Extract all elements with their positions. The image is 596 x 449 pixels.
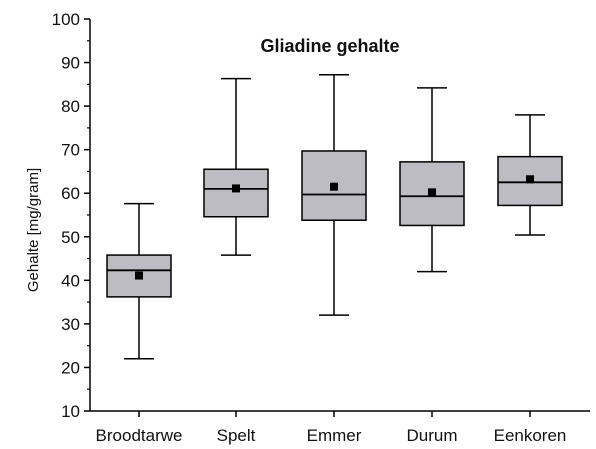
x-tick-label-eenkoren: Eenkoren	[494, 426, 567, 445]
x-tick-label-emmer: Emmer	[307, 426, 362, 445]
x-tick-label-spelt: Spelt	[217, 426, 256, 445]
y-tick-label-10: 10	[61, 402, 80, 421]
x-tick-label-durum: Durum	[406, 426, 457, 445]
mean-marker-spelt	[232, 184, 240, 193]
y-axis-title: Gehalte [mg/gram]	[25, 168, 42, 292]
box-spelt	[203, 168, 269, 218]
x-tick-label-broodtarwe: Broodtarwe	[96, 426, 183, 445]
y-tick-label-30: 30	[61, 315, 80, 334]
axes: 10 20 30 40 50 60 70 80 90 100 Broodtarwe Spelt Emme…	[52, 10, 590, 445]
chart-title: Gliadine gehalte	[260, 36, 399, 56]
y-tick-label-20: 20	[61, 358, 80, 377]
mean-marker-eenkoren	[526, 175, 534, 184]
box-eenkoren	[497, 155, 563, 207]
y-tick-label-70: 70	[61, 141, 80, 160]
box-marks	[106, 74, 563, 360]
mean-marker-durum	[428, 188, 436, 197]
y-tick-label-90: 90	[61, 54, 80, 73]
mean-marker-emmer	[330, 182, 338, 191]
y-tick-label-60: 60	[61, 184, 80, 203]
y-tick-label-80: 80	[61, 97, 80, 116]
y-tick-label-50: 50	[61, 228, 80, 247]
y-tick-label-100: 100	[52, 10, 80, 29]
y-tick-label-40: 40	[61, 271, 80, 290]
mean-marker-broodtarwe	[135, 271, 143, 280]
